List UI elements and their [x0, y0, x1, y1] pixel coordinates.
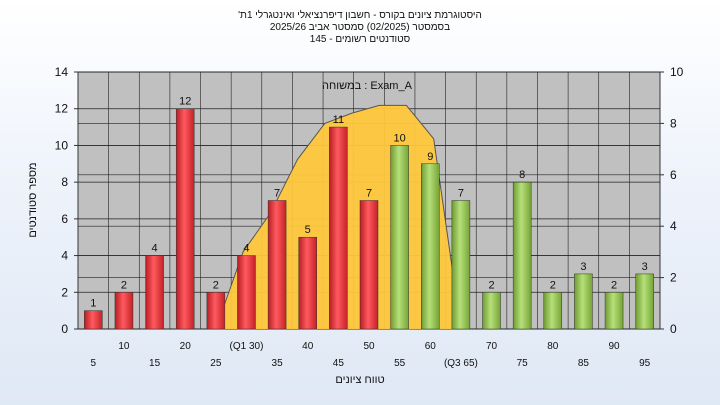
- bar-value-label: 5: [305, 224, 311, 236]
- bar-20: [175, 108, 195, 330]
- bar-value-label: 8: [519, 169, 525, 181]
- y-tick-label: 10: [55, 138, 69, 152]
- x-tick-label: 40: [302, 341, 314, 352]
- bar-value-label: 12: [179, 96, 191, 108]
- bar-value-label: 1: [90, 298, 96, 310]
- y2-tick-label: 2: [670, 271, 677, 285]
- x-tick-label: 10: [118, 341, 130, 352]
- x-tick-label: 55: [394, 358, 406, 369]
- x-tick-label: 35: [272, 358, 284, 369]
- y2-tick-label: 4: [670, 219, 677, 233]
- bar-value-label: 2: [213, 279, 219, 291]
- bar-value-label: 10: [394, 132, 406, 144]
- bar-35: [267, 200, 287, 330]
- bar-50: [359, 200, 379, 330]
- x-tick-label: 60: [425, 341, 437, 352]
- bar-75: [512, 181, 532, 330]
- bar-(Q3 65): [451, 200, 471, 330]
- bar-80: [543, 292, 563, 330]
- bar-25: [206, 292, 226, 330]
- bar-value-label: 7: [458, 188, 464, 200]
- bar-5: [84, 310, 103, 330]
- y-tick-label: 2: [61, 285, 68, 299]
- x-tick-label: 5: [91, 358, 97, 369]
- x-tick-label: 85: [578, 358, 590, 369]
- bar-value-label: 3: [642, 261, 648, 273]
- y-tick-label: 6: [61, 212, 68, 226]
- x-tick-label: 45: [333, 358, 345, 369]
- x-tick-label: 90: [608, 341, 620, 352]
- y2-tick-label: 8: [670, 116, 677, 130]
- chart-title-line-2: בסמסטר (02/2025) סמסטר אביב 2025/26: [269, 22, 451, 33]
- x-tick-label: (Q1 30): [230, 341, 264, 352]
- bar-value-label: 9: [427, 151, 433, 163]
- y-tick-label: 0: [61, 322, 68, 336]
- bar-90: [604, 292, 624, 330]
- bar-value-label: 2: [121, 279, 127, 291]
- bar-value-label: 7: [274, 188, 280, 200]
- bar-value-label: 7: [366, 188, 372, 200]
- bar-value-label: 2: [550, 279, 556, 291]
- x-tick-label: 95: [639, 358, 651, 369]
- x-tick-label: 50: [363, 341, 375, 352]
- bar-95: [635, 273, 654, 330]
- bar-55: [390, 145, 409, 330]
- x-tick-label: 70: [486, 341, 498, 352]
- y-axis-title: מספר סטודנטים: [27, 162, 39, 237]
- bar-value-label: 2: [488, 279, 494, 291]
- x-tick-label: (Q3 65): [444, 358, 478, 369]
- legend-label: במשוחה : Exam_A: [322, 80, 413, 92]
- bar-70: [482, 292, 501, 330]
- bar-(Q1 30): [237, 255, 256, 330]
- x-tick-label: 75: [517, 358, 529, 369]
- bar-60: [421, 163, 440, 330]
- bar-value-label: 3: [580, 261, 586, 273]
- x-tick-label: 15: [149, 358, 161, 369]
- bar-value-label: 4: [243, 243, 249, 255]
- y2-tick-label: 6: [670, 168, 677, 182]
- bar-value-label: 2: [611, 279, 617, 291]
- x-tick-label: 80: [547, 341, 559, 352]
- bar-45: [329, 126, 348, 330]
- bar-value-label: 11: [333, 114, 344, 126]
- y-tick-label: 12: [55, 102, 69, 116]
- bar-85: [574, 273, 593, 330]
- x-axis-title: טווח ציונים: [335, 374, 385, 386]
- area-series-outline: [215, 104, 462, 330]
- y-tick-label: 14: [55, 65, 69, 79]
- x-tick-label: 25: [210, 358, 222, 369]
- y-tick-label: 4: [61, 249, 68, 263]
- y2-tick-label: 0: [670, 322, 677, 336]
- y2-tick-label: 10: [670, 65, 684, 79]
- y-tick-label: 8: [61, 175, 68, 189]
- chart-title-line-1: 'היסטוגרמת ציונים בקורס - חשבון דיפרנציא…: [238, 10, 482, 21]
- bar-10: [114, 292, 134, 330]
- bar-15: [145, 255, 164, 330]
- bar-40: [298, 236, 317, 330]
- chart-title-line-3: סטודנטים רשומים - 145: [309, 34, 411, 45]
- x-tick-label: 20: [180, 341, 192, 352]
- bar-value-label: 4: [152, 243, 158, 255]
